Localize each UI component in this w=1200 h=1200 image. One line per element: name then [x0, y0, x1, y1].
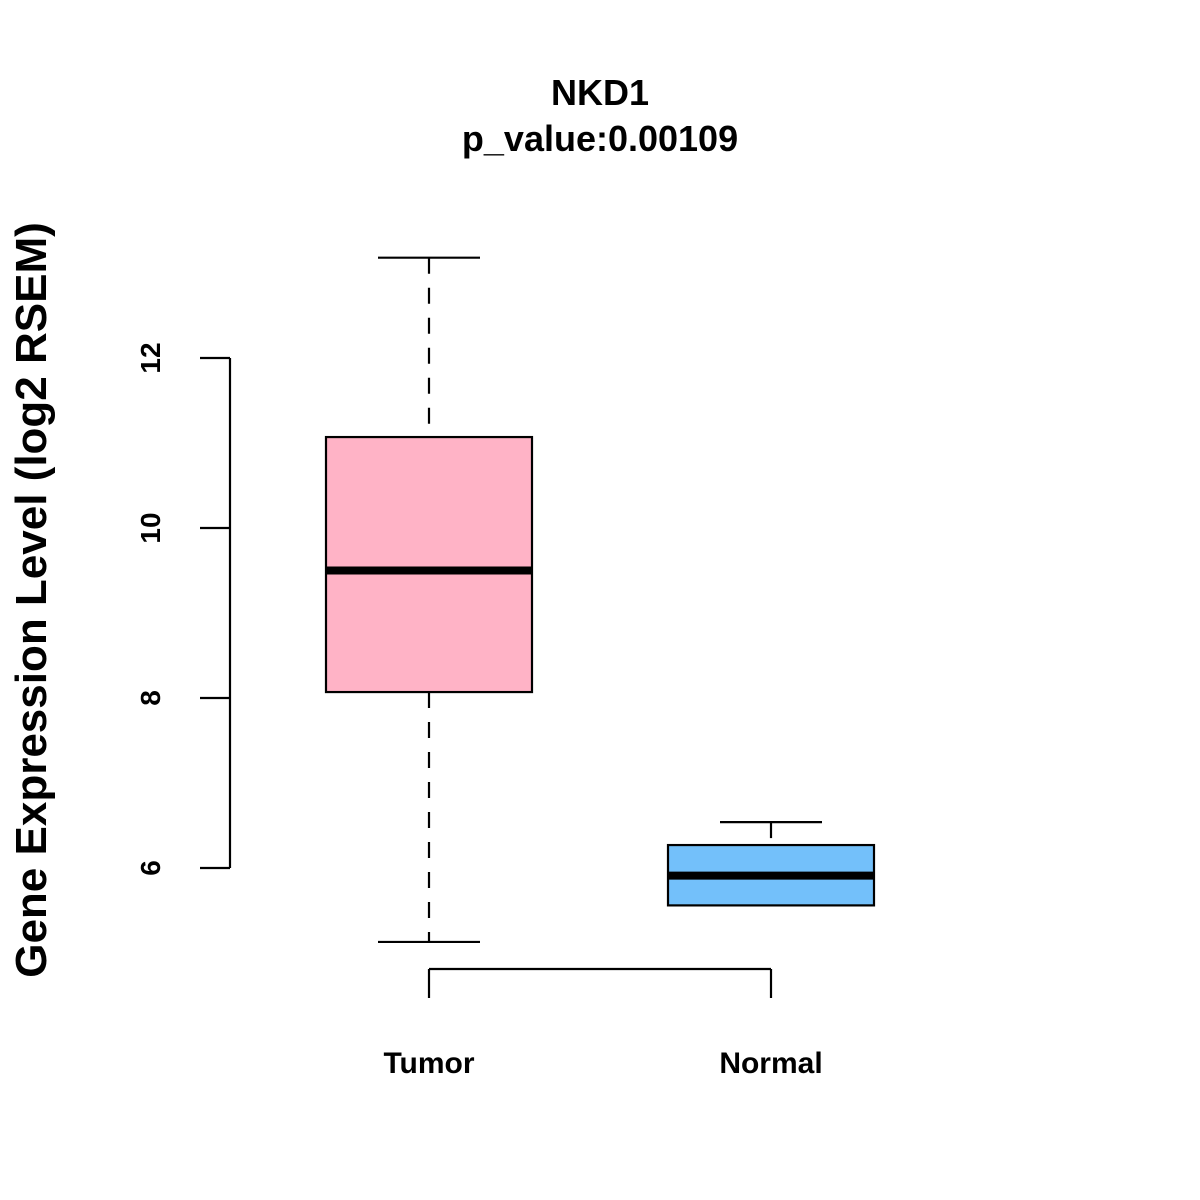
x-tick-label-tumor: Tumor — [383, 1047, 474, 1080]
iqr-box-tumor — [324, 435, 534, 694]
y-tick-label-6: 6 — [135, 860, 166, 876]
y-tick-label-8: 8 — [135, 690, 166, 706]
box-normal — [666, 820, 876, 907]
y-axis: 6 8 10 12 — [135, 342, 232, 876]
x-axis: Tumor Normal — [383, 967, 823, 1080]
y-tick-label-10: 10 — [135, 512, 166, 543]
y-tick-label-12: 12 — [135, 342, 166, 373]
boxes — [324, 256, 876, 944]
box-tumor — [324, 256, 534, 944]
y-axis-label: Gene Expression Level (log2 RSEM) — [7, 222, 56, 978]
chart-title: NKD1 — [551, 72, 649, 113]
chart-subtitle: p_value:0.00109 — [462, 118, 738, 159]
x-tick-label-normal: Normal — [719, 1047, 822, 1080]
